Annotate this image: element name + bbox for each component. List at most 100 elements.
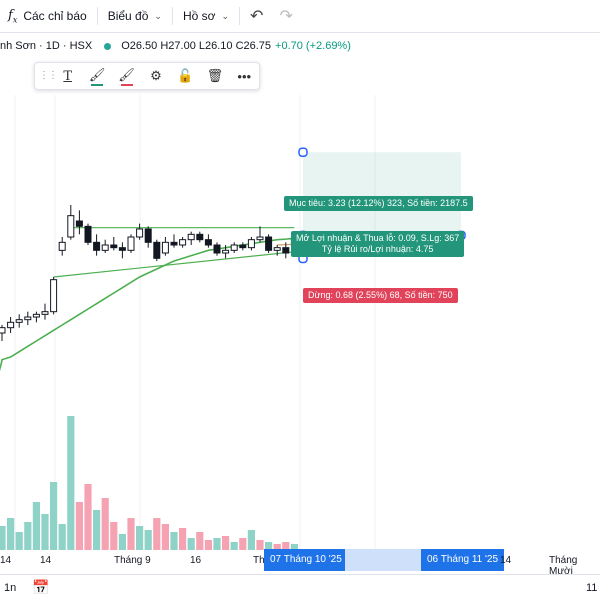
- candle-body: [50, 279, 58, 313]
- drag-handle: [298, 147, 308, 157]
- time-axis[interactable]: 14 14 Tháng 9 16 Th 07 Tháng 10 '25 06 T…: [0, 549, 600, 577]
- volume-bar: [50, 482, 58, 550]
- stop-color-button[interactable]: 🖌: [112, 63, 141, 89]
- candle-body: [101, 244, 109, 251]
- trash-icon: 🗑: [206, 68, 224, 83]
- function-icon: fx: [8, 7, 18, 25]
- candle-body: [256, 236, 264, 241]
- target-zone: [303, 152, 461, 239]
- volume-bar: [127, 518, 135, 550]
- candle-body: [32, 313, 40, 318]
- more-button[interactable]: •••: [230, 63, 259, 89]
- profile-label: Hồ sơ: [182, 9, 216, 23]
- candle-body: [93, 241, 101, 251]
- range-button[interactable]: 1n: [4, 582, 17, 594]
- candle-body: [118, 247, 126, 251]
- candle-body: [213, 244, 221, 254]
- candle-body: [75, 220, 83, 227]
- candle-body: [179, 239, 187, 246]
- time-label: 14: [0, 555, 12, 566]
- volume-bar: [84, 484, 92, 550]
- candle-body: [127, 236, 135, 251]
- volume-bar: [187, 538, 195, 550]
- stop-label[interactable]: Dừng: 0.68 (2.55%) 68, Số tiền: 750: [303, 288, 458, 303]
- volume-bar: [67, 416, 75, 550]
- volume-bar: [213, 538, 221, 550]
- range-start-label: 07 Tháng 10 '25: [264, 549, 348, 571]
- text-tool-button[interactable]: T: [53, 63, 82, 89]
- price-change: +0.70 (+2.69%): [275, 40, 351, 52]
- volume-bar: [273, 544, 281, 550]
- volume-bars: [0, 416, 298, 550]
- candle-body: [136, 228, 144, 238]
- volume-bar: [196, 532, 204, 550]
- volume-bar: [170, 532, 178, 550]
- charts-menu-button[interactable]: Biểu đồ ⌄: [100, 0, 170, 32]
- volume-bar: [153, 518, 161, 550]
- moving-average-path: [0, 237, 295, 372]
- candles: [0, 205, 298, 341]
- candle-body: [265, 236, 273, 251]
- candle-body: [41, 311, 49, 315]
- candle-body: [247, 239, 255, 249]
- chart-grid: [14, 95, 376, 550]
- volume-bar: [230, 542, 238, 550]
- candle-body: [0, 327, 6, 334]
- candle-body: [196, 233, 204, 241]
- volume-bar: [136, 526, 144, 550]
- candle-body: [222, 249, 230, 254]
- candle-body: [144, 228, 152, 243]
- price-chart[interactable]: [0, 95, 600, 550]
- symbol-legend: nh Sơn · 1D · HSX O26.50 H27.00 L26.10 C…: [0, 37, 351, 55]
- risk-reward-line: Tỷ lệ Rủi ro/Lợi nhuận: 4.75: [321, 244, 434, 254]
- volume-bar: [118, 534, 126, 550]
- volume-bar: [7, 518, 15, 550]
- volume-bar: [161, 524, 169, 550]
- volume-bar: [247, 530, 255, 550]
- symbol-title[interactable]: nh Sơn · 1D · HSX: [0, 40, 93, 52]
- market-status-icon: [104, 42, 112, 50]
- volume-bar: [0, 526, 6, 550]
- drag-handle-icon[interactable]: ⋮⋮: [39, 70, 58, 81]
- time-label: Tháng Mười: [549, 555, 578, 577]
- volume-bar: [239, 538, 247, 550]
- lock-button[interactable]: 🔓: [171, 63, 200, 89]
- volume-bar: [204, 540, 212, 550]
- redo-button[interactable]: ↷: [271, 0, 300, 32]
- candle-body: [7, 321, 15, 329]
- candle-body: [67, 215, 75, 238]
- volume-bar: [101, 498, 109, 550]
- volume-bar: [144, 530, 152, 550]
- ohlc-values: O26.50 H27.00 L26.10 C26.75: [121, 40, 272, 52]
- toolbar-divider: [171, 7, 173, 25]
- candle-body: [239, 244, 247, 249]
- undo-button[interactable]: ↶: [242, 0, 271, 32]
- lock-icon: 🔓: [177, 68, 194, 83]
- volume-bar: [24, 522, 32, 550]
- fill-color-button[interactable]: 🖌: [82, 63, 111, 89]
- open-pnl-label[interactable]: Mở Lợi nhuận & Thua lỗ: 0.09, S.Lg: 367 …: [291, 231, 465, 257]
- candle-body: [15, 319, 23, 323]
- settings-button[interactable]: ⚙: [141, 63, 170, 89]
- toolbar-divider: [96, 7, 98, 25]
- indicators-button[interactable]: fx Các chỉ báo: [0, 0, 95, 32]
- candle-body: [170, 241, 178, 246]
- target-label[interactable]: Mục tiêu: 3.23 (12.12%) 323, Số tiền: 21…: [284, 196, 473, 211]
- time-label: 14: [500, 555, 512, 566]
- volume-bar: [256, 540, 264, 550]
- volume-bar: [282, 542, 290, 550]
- paint-bucket-icon: 🖌: [89, 67, 105, 86]
- delete-button[interactable]: 🗑: [200, 63, 229, 89]
- volume-bar: [110, 522, 118, 550]
- text-icon: T: [63, 68, 73, 84]
- toolbar-divider: [239, 7, 241, 25]
- chevron-down-icon: ⌄: [221, 10, 230, 21]
- candle-body: [230, 244, 238, 251]
- bottom-bar: 1n 📅 11: [0, 574, 600, 601]
- top-toolbar: fx Các chỉ báo Biểu đồ ⌄ Hồ sơ ⌄ ↶ ↷: [0, 0, 600, 33]
- time-label: Tháng 9: [114, 555, 151, 566]
- chevron-down-icon: ⌄: [154, 10, 162, 21]
- calendar-icon[interactable]: 📅: [32, 579, 50, 595]
- profile-menu-button[interactable]: Hồ sơ ⌄: [175, 0, 237, 32]
- volume-bar: [93, 510, 101, 550]
